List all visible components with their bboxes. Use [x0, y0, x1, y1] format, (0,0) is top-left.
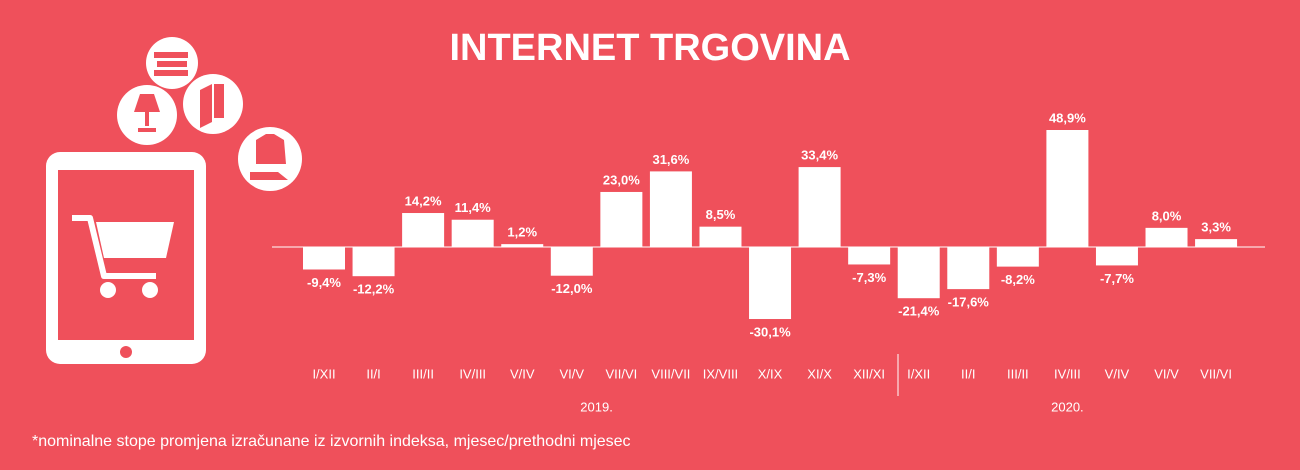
bar — [501, 244, 544, 247]
x-tick-label: V/IV — [1105, 366, 1130, 381]
x-tick-label: XII/XI — [853, 366, 885, 381]
bar — [947, 247, 990, 290]
x-tick-label: VI/V — [560, 366, 585, 381]
value-label: -12,0% — [551, 281, 593, 296]
bar — [303, 247, 345, 270]
x-tick-label: X/IX — [758, 366, 783, 381]
bar — [996, 247, 1039, 267]
tablet-illustration — [46, 37, 302, 364]
year-label: 2019. — [580, 399, 613, 414]
bar — [798, 167, 841, 247]
value-label: -7,3% — [852, 270, 886, 285]
value-label: 8,5% — [706, 207, 736, 222]
value-label: 8,0% — [1152, 208, 1182, 223]
x-tick-label: IX/VIII — [703, 366, 738, 381]
bar — [550, 247, 593, 276]
value-label: -17,6% — [948, 295, 990, 310]
bar — [848, 247, 891, 265]
x-tick-label: V/IV — [510, 366, 535, 381]
value-label: -30,1% — [749, 324, 791, 339]
x-tick-label: VII/VI — [1200, 366, 1232, 381]
bar — [749, 247, 792, 320]
bar — [699, 226, 742, 247]
chart-title: INTERNET TRGOVINA — [449, 27, 850, 69]
bar — [352, 247, 395, 277]
x-tick-label: II/I — [961, 366, 975, 381]
bar — [1195, 239, 1238, 247]
bar — [897, 247, 940, 299]
bar — [649, 171, 692, 247]
bar — [1046, 130, 1089, 247]
value-label: 48,9% — [1049, 110, 1086, 125]
value-label: 11,4% — [455, 200, 492, 215]
value-label: -21,4% — [898, 304, 940, 319]
value-label: 31,6% — [652, 152, 689, 167]
x-tick-label: VI/V — [1154, 366, 1179, 381]
x-tick-label: IV/III — [459, 366, 486, 381]
value-label: 3,3% — [1201, 220, 1231, 235]
x-tick-label: VIII/VII — [651, 366, 690, 381]
x-tick-label: XI/X — [807, 366, 832, 381]
value-label: 1,2% — [507, 225, 537, 240]
bar — [1095, 247, 1138, 266]
bar — [451, 219, 494, 247]
footnote: *nominalne stope promjena izračunane iz … — [32, 433, 631, 450]
x-tick-label: II/I — [366, 366, 380, 381]
x-tick-label: I/XII — [312, 366, 335, 381]
year-label: 2020. — [1051, 399, 1084, 414]
value-label: 14,2% — [405, 193, 442, 208]
bar — [402, 213, 445, 247]
x-tick-label: IV/III — [1054, 366, 1081, 381]
value-label: -7,7% — [1100, 271, 1134, 286]
bar — [1145, 227, 1188, 247]
value-label: 33,4% — [801, 148, 838, 163]
x-tick-label: III/II — [1007, 366, 1029, 381]
bar — [600, 191, 643, 247]
x-tick-label: I/XII — [907, 366, 930, 381]
value-label: 23,0% — [603, 172, 640, 187]
value-label: -8,2% — [1001, 272, 1035, 287]
value-label: -12,2% — [353, 282, 395, 297]
value-label: -9,4% — [307, 275, 341, 290]
x-tick-label: VII/VI — [605, 366, 637, 381]
x-tick-label: III/II — [412, 366, 434, 381]
